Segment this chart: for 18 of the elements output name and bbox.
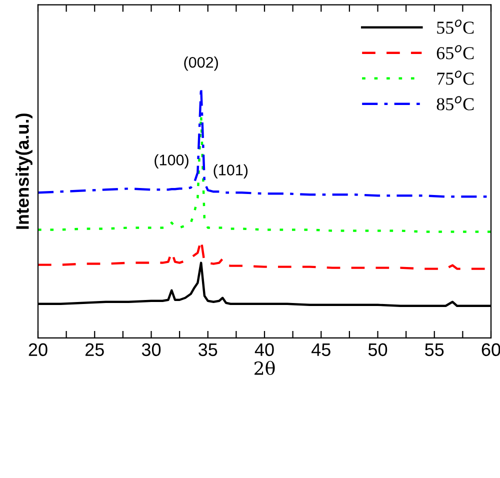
legend-label: 85$^{o}$C (436, 96, 474, 110)
x-tick-label: 35 (198, 343, 218, 356)
x-tick-label: 25 (85, 343, 104, 356)
x-axis-title: 2θ (254, 360, 275, 375)
x-tick-label: 55 (425, 343, 444, 356)
x-tick-label: 45 (312, 343, 330, 356)
annotation: (101) (214, 164, 248, 178)
legend-label: 75$^{o}$C (437, 70, 474, 85)
x-tick-label: 40 (254, 343, 274, 356)
annotation: (100) (154, 154, 188, 168)
annotation: (002) (184, 56, 218, 71)
legend-label: 55$^{o}$C (437, 20, 474, 34)
x-tick-label: 20 (28, 343, 48, 356)
x-tick-label: 60 (482, 343, 500, 356)
x-tick-label: 50 (368, 343, 388, 356)
x-tick-label: 30 (142, 343, 161, 356)
legend-label: 65$^{o}$C (436, 45, 474, 60)
y-axis-title: Intensity(a.u.) (16, 114, 32, 229)
